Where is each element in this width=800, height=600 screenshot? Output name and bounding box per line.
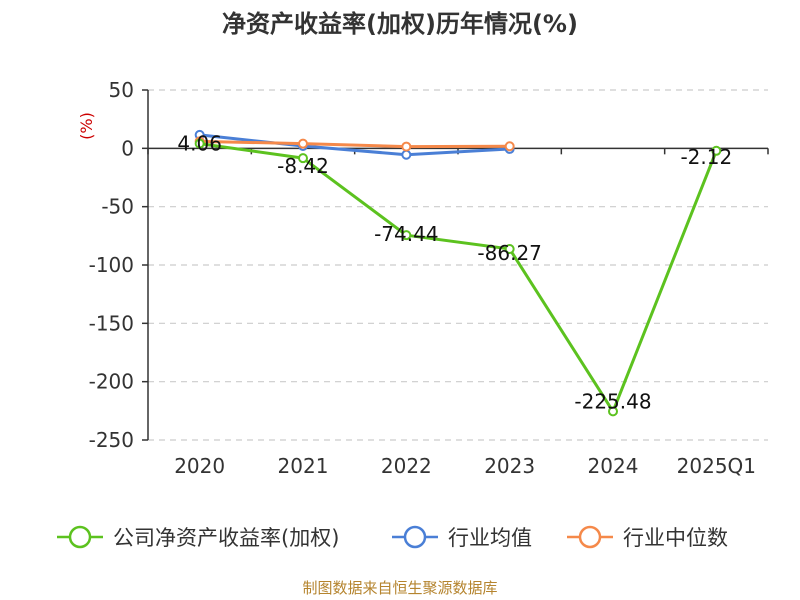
series-point-0 xyxy=(298,153,308,164)
y-tick-label: 0 xyxy=(121,136,134,160)
x-tick-label: 2024 xyxy=(588,454,639,478)
legend: 公司净资产收益率(加权) 行业均值 行业中位数 xyxy=(57,525,728,550)
legend-label: 行业均值 xyxy=(448,526,532,550)
x-tick-label: 2021 xyxy=(278,454,329,478)
y-tick-label: -100 xyxy=(89,253,134,277)
y-axis-unit-label: (%) xyxy=(77,112,96,140)
axes: 50 0 -50 -100 -150 -200 -250 2020 2021 2022 2023 20… xyxy=(89,78,769,478)
series-point-0 xyxy=(401,230,412,241)
data-label: -2.12 xyxy=(680,145,732,169)
legend-swatch-marker xyxy=(403,525,427,549)
series-point-2 xyxy=(298,138,308,149)
x-tick-label: 2022 xyxy=(381,454,432,478)
series-lines xyxy=(194,129,722,417)
y-tick-label: -50 xyxy=(101,195,134,219)
y-tick-label: -150 xyxy=(89,311,134,335)
grid-lines xyxy=(148,89,768,441)
x-tick-label: 2023 xyxy=(484,454,535,478)
series-line-0 xyxy=(199,142,718,413)
legend-swatch-marker xyxy=(578,525,602,549)
data-label: 4.06 xyxy=(177,132,222,156)
legend-label: 公司净资产收益率(加权) xyxy=(113,526,339,550)
series-point-0 xyxy=(608,406,618,417)
data-label: -86.27 xyxy=(477,241,541,265)
data-label: -225.48 xyxy=(574,389,651,413)
series-point-2 xyxy=(401,141,412,152)
y-tick-label: -250 xyxy=(89,428,134,452)
y-tick-label: 50 xyxy=(109,78,134,102)
y-tick-label: -200 xyxy=(89,370,134,394)
chart-title: 净资产收益率(加权)历年情况(%) xyxy=(222,10,578,38)
legend-label: 行业中位数 xyxy=(623,526,728,550)
x-tick-label: 2020 xyxy=(174,454,225,478)
series-point-0 xyxy=(504,243,515,254)
series-point-0 xyxy=(194,138,205,149)
x-tick-label: 2025Q1 xyxy=(677,454,756,478)
data-label: -74.44 xyxy=(374,222,438,246)
series-point-1 xyxy=(401,149,412,160)
data-labels: 4.06 -8.42 -74.44 -86.27 -225.48 -2.12 xyxy=(177,132,732,414)
data-label: -8.42 xyxy=(277,154,329,178)
series-point-0 xyxy=(711,145,722,156)
series-line-1 xyxy=(199,133,510,157)
series-point-2 xyxy=(504,141,515,152)
series-line-2 xyxy=(199,139,510,149)
data-source-note: 制图数据来自恒生聚源数据库 xyxy=(302,579,497,597)
legend-swatch-marker xyxy=(68,525,92,549)
